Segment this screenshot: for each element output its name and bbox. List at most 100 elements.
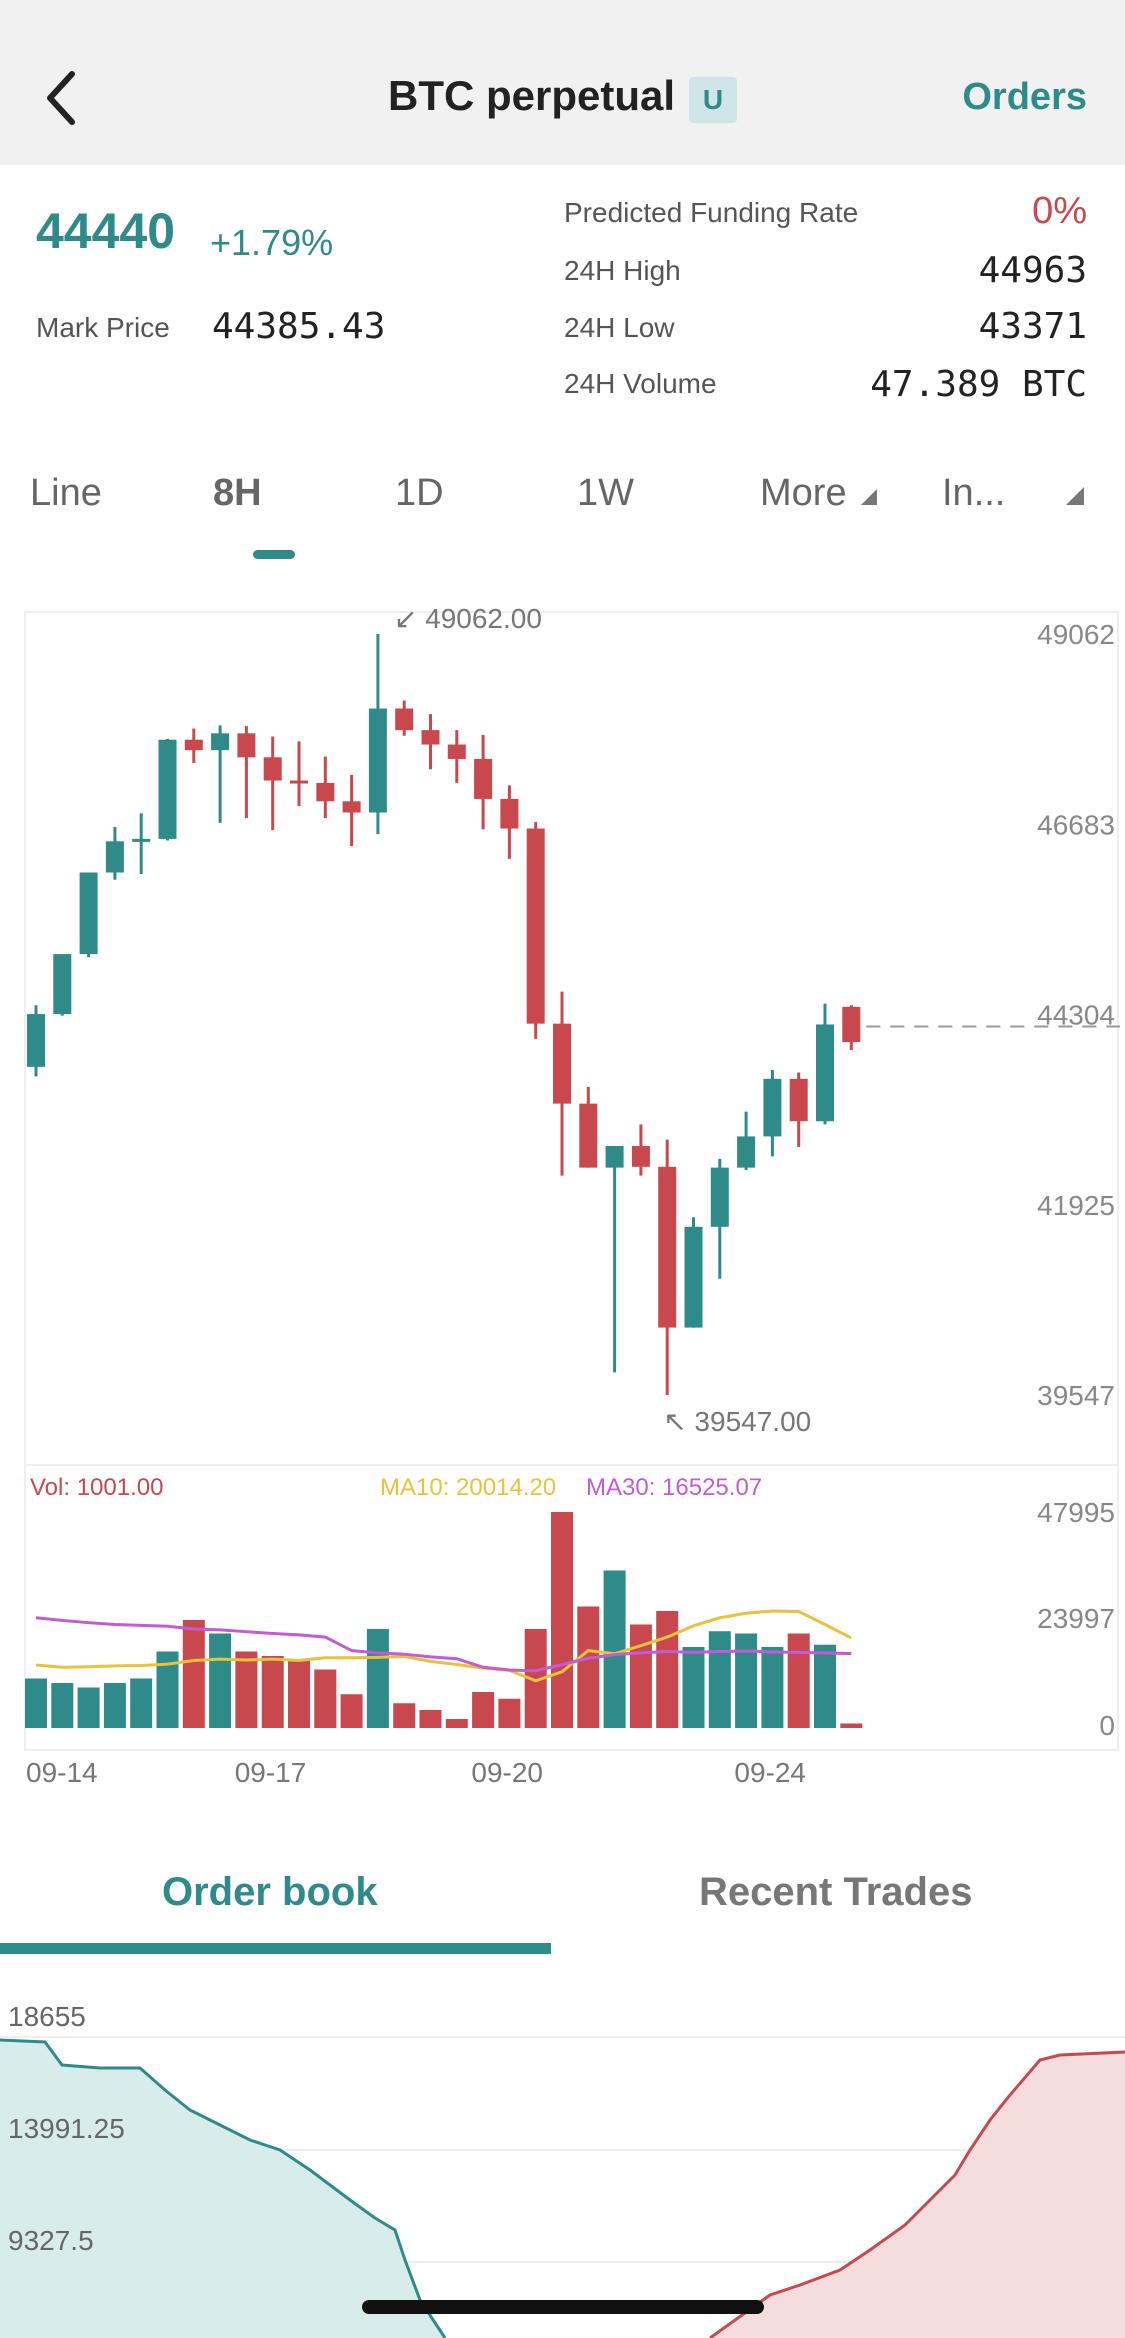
candle-up	[763, 1078, 782, 1137]
depth-axis-tick: 18655	[8, 2001, 86, 2032]
volume-bar	[603, 1570, 626, 1728]
ask-depth-area	[710, 2052, 1125, 2338]
ma10-label: MA10: 20014.20	[380, 1474, 556, 1501]
price-change-percent: +1.79%	[210, 222, 334, 263]
tab-more[interactable]: More	[760, 472, 878, 515]
volume-bar	[814, 1644, 836, 1728]
back-button[interactable]	[40, 68, 90, 128]
time-axis-tick: 09-24	[734, 1757, 806, 1788]
volume-bar	[708, 1631, 731, 1728]
ma30-label: MA30: 16525.07	[586, 1474, 762, 1501]
candle-up	[79, 872, 98, 955]
tab-line[interactable]: Line	[30, 472, 102, 514]
depth-axis-tick: 9327.5	[8, 2225, 94, 2256]
volume-24h-label: 24H Volume	[564, 368, 717, 399]
min-price-label: ↖ 39547.00	[663, 1406, 811, 1437]
price-axis-tick: 41925	[1037, 1190, 1115, 1221]
time-axis-tick: 09-20	[471, 1757, 543, 1788]
candle-up	[816, 1024, 834, 1122]
time-axis-tick: 09-14	[26, 1757, 98, 1788]
volume-axis-tick: 0	[1099, 1710, 1115, 1741]
candle-down	[290, 780, 308, 784]
tab-8h[interactable]: 8H	[213, 472, 262, 514]
bid-depth-line	[0, 2038, 447, 2338]
candle-down	[658, 1166, 677, 1328]
price-axis-tick: 46683	[1037, 809, 1115, 840]
max-price-label: ↙ 49062.00	[394, 603, 542, 634]
candle-down	[395, 708, 414, 731]
tab-order-book[interactable]: Order book	[162, 1870, 378, 1914]
ma30-line	[35, 1616, 852, 1673]
volume-bar	[524, 1628, 547, 1728]
candle-down	[842, 1006, 861, 1043]
low-24h-label: 24H Low	[564, 312, 675, 343]
volume-bar	[182, 1619, 205, 1728]
candle-up	[368, 708, 387, 813]
contract-type-badge: U	[689, 77, 737, 123]
volume-bar	[577, 1606, 600, 1728]
active-tab-indicator	[253, 550, 295, 559]
chevron-left-icon	[47, 71, 75, 125]
tab-recent-trades[interactable]: Recent Trades	[699, 1870, 973, 1914]
candle-down	[474, 758, 493, 799]
tab-indicators[interactable]: In...	[942, 472, 1084, 515]
depth-axis-tick: 13991.25	[8, 2113, 125, 2144]
tab-more-label: More	[760, 472, 847, 514]
volume-bar	[761, 1646, 784, 1728]
volume-24h-value: 47.389 BTC	[870, 364, 1087, 405]
candle-down	[342, 801, 361, 813]
candle-down	[500, 798, 519, 829]
candle-down	[237, 733, 256, 758]
volume-bar	[445, 1718, 468, 1728]
volume-bar	[551, 1511, 573, 1728]
dropdown-triangle-icon	[861, 489, 878, 505]
time-axis-tick: 09-17	[235, 1757, 307, 1788]
orders-link[interactable]: Orders	[962, 76, 1087, 118]
candle-down	[184, 739, 203, 751]
candle-up	[710, 1167, 729, 1227]
bid-depth-area	[0, 2040, 445, 2338]
volume-bar	[682, 1646, 705, 1728]
ask-depth-line	[709, 2050, 1125, 2338]
candle-up	[105, 841, 124, 873]
candle-up	[684, 1226, 703, 1328]
last-price: 44440	[36, 203, 176, 259]
tab-1w[interactable]: 1W	[577, 472, 634, 514]
volume-bar	[288, 1660, 310, 1728]
volume-bar	[629, 1624, 652, 1728]
price-axis-tick: 39547	[1037, 1380, 1115, 1411]
candle-down	[553, 1023, 571, 1104]
volume-bar	[340, 1694, 363, 1728]
tab-1d[interactable]: 1D	[395, 472, 444, 514]
volume-bar	[366, 1628, 389, 1728]
ma10-line	[35, 1609, 852, 1683]
tab-indicators-label: In...	[942, 472, 1006, 514]
candle-up	[53, 954, 72, 1015]
volume-axis-tick: 23997	[1037, 1603, 1115, 1634]
volume-bar	[261, 1655, 284, 1728]
volume-bar	[393, 1703, 416, 1728]
chart-labels: 49062 46683 44304 41925 39547 ↙ 49062.00 ↖ 395…	[8, 603, 1115, 2256]
volume-bar	[840, 1723, 863, 1728]
depth-chart	[0, 2038, 1125, 2338]
candle-down	[579, 1103, 598, 1168]
candle-up	[211, 733, 230, 751]
volume-series	[25, 1511, 863, 1728]
candle-down	[263, 757, 282, 781]
candle-down	[789, 1078, 808, 1122]
candle-down	[316, 782, 335, 802]
dropdown-triangle-icon	[1065, 487, 1084, 505]
price-axis-tick: 44304	[1037, 1000, 1115, 1031]
volume-bar	[25, 1678, 47, 1728]
header-bar: BTC perpetual U Orders	[0, 0, 1125, 165]
volume-bar	[130, 1678, 153, 1728]
candle-up	[132, 838, 151, 842]
volume-bar	[656, 1610, 679, 1728]
volume-bar	[498, 1698, 521, 1728]
predicted-funding-label: Predicted Funding Rate	[564, 197, 859, 228]
predicted-funding-value: 0%	[1032, 190, 1087, 232]
volume-bar	[735, 1633, 758, 1728]
candle-down	[526, 828, 545, 1024]
price-axis-tick: 49062	[1037, 619, 1115, 650]
